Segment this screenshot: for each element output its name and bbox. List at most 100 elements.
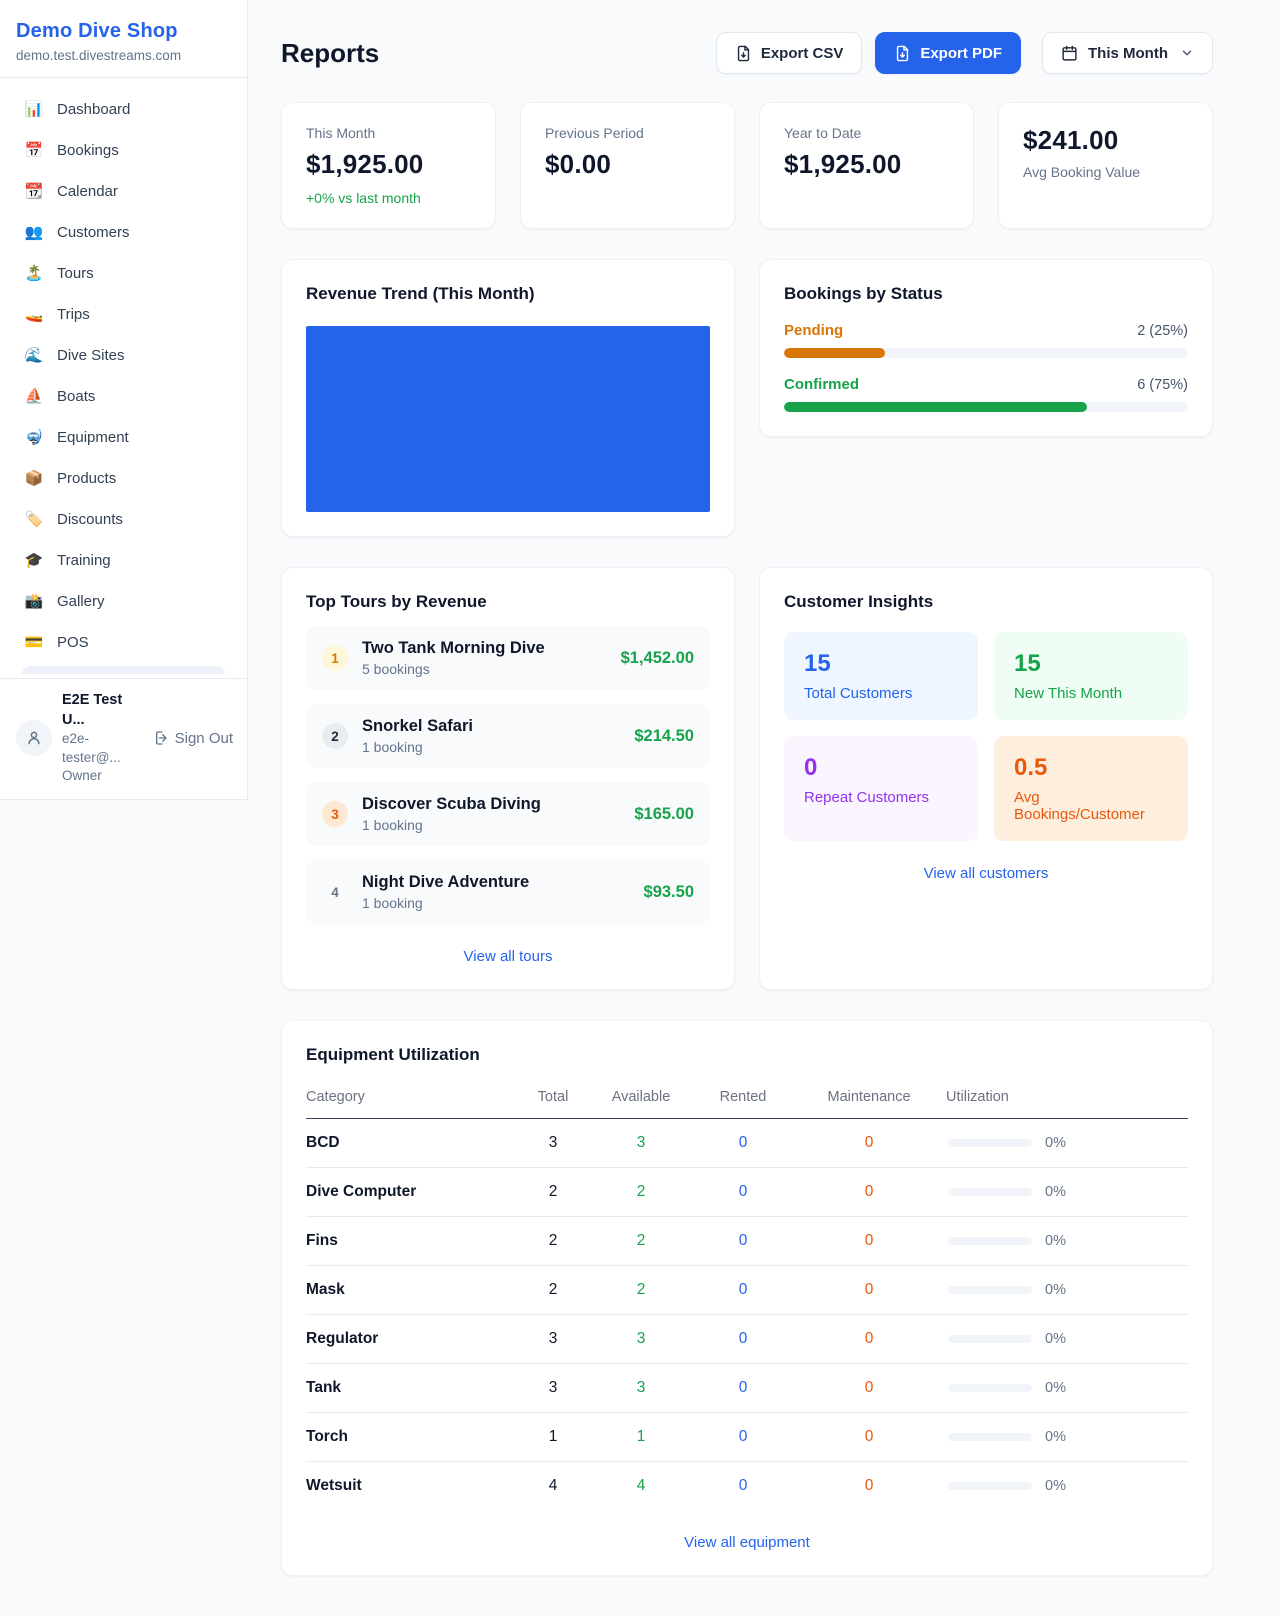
cell-rented: 0 xyxy=(738,1183,748,1200)
sidebar-item-dashboard[interactable]: 📊 Dashboard xyxy=(12,92,235,126)
utilization-percent: 0% xyxy=(1045,1429,1066,1445)
export-csv-button[interactable]: Export CSV xyxy=(715,32,863,74)
tile-repeat-customers: 0 Repeat Customers xyxy=(784,736,978,841)
sidebar-item-calendar[interactable]: 📆 Calendar xyxy=(12,174,235,208)
sidebar-item-label: Gallery xyxy=(57,592,105,610)
sidebar-item-customers[interactable]: 👥 Customers xyxy=(12,215,235,249)
tile-avg-bookings-customer: 0.5 Avg Bookings/Customer xyxy=(994,736,1188,841)
tile-new-this-month: 15 New This Month xyxy=(994,632,1188,720)
sidebar-item-dive-sites[interactable]: 🌊 Dive Sites xyxy=(12,338,235,372)
sidebar-active-item-partial[interactable] xyxy=(22,666,225,674)
export-pdf-label: Export PDF xyxy=(920,44,1003,62)
user-email: e2e-tester@... xyxy=(62,731,121,765)
cell-rented: 0 xyxy=(738,1477,748,1494)
boats-icon: ⛵ xyxy=(24,388,44,405)
sidebar-item-training[interactable]: 🎓 Training xyxy=(12,543,235,577)
page-header: Reports Export CSV xyxy=(281,32,1213,74)
tour-row: 2 Snorkel Safari 1 booking $214.50 xyxy=(306,704,710,768)
utilization-percent: 0% xyxy=(1045,1135,1066,1151)
utilization-bar xyxy=(948,1482,1032,1490)
equipment-table-header: Category Total Available Rented Maintena… xyxy=(306,1089,1188,1119)
file-download-icon xyxy=(897,45,909,61)
utilization-bar xyxy=(948,1188,1032,1196)
cell-utilization: 0% xyxy=(946,1184,1188,1200)
cell-category: Torch xyxy=(306,1428,348,1445)
stat-value: $1,925.00 xyxy=(306,149,424,179)
view-all-equipment-link[interactable]: View all equipment xyxy=(684,1534,810,1551)
tour-name: Discover Scuba Diving xyxy=(362,795,541,813)
utilization-percent: 0% xyxy=(1045,1282,1066,1298)
cell-category: Wetsuit xyxy=(306,1477,362,1494)
tours-icon: 🏝️ xyxy=(24,265,44,282)
sidebar-item-discounts[interactable]: 🏷️ Discounts xyxy=(12,502,235,536)
table-row: Torch 1 1 0 0 0% xyxy=(306,1413,1188,1462)
gallery-icon: 📸 xyxy=(24,593,44,610)
sidebar-item-tours[interactable]: 🏝️ Tours xyxy=(12,256,235,290)
sidebar-item-label: Equipment xyxy=(57,428,129,446)
bookings-by-status-title: Bookings by Status xyxy=(784,284,943,303)
cell-utilization: 0% xyxy=(946,1478,1188,1494)
bookings-icon: 📅 xyxy=(24,142,44,159)
view-all-customers-link[interactable]: View all customers xyxy=(923,865,1049,882)
cell-rented: 0 xyxy=(738,1281,748,1298)
cell-available: 3 xyxy=(636,1379,646,1396)
sidebar-item-label: Boats xyxy=(57,387,96,405)
cell-total: 2 xyxy=(548,1281,558,1298)
cell-utilization: 0% xyxy=(946,1282,1188,1298)
stat-card-avg-booking-value: $241.00 Avg Booking Value xyxy=(998,102,1213,229)
user-name: E2E Test U... xyxy=(62,692,123,728)
tile-total-customers: 15 Total Customers xyxy=(784,632,978,720)
col-maintenance: Maintenance xyxy=(827,1089,911,1105)
revenue-trend-card: Revenue Trend (This Month) xyxy=(281,259,735,537)
status-label-pending: Pending xyxy=(784,322,844,339)
col-category: Category xyxy=(306,1089,365,1105)
shop-name: Demo Dive Shop xyxy=(16,20,178,42)
sidebar-item-label: POS xyxy=(57,633,89,651)
period-dropdown[interactable]: This Month xyxy=(1042,32,1213,74)
sign-out-button[interactable]: Sign Out xyxy=(152,730,233,747)
table-row: Wetsuit 4 4 0 0 0% xyxy=(306,1462,1188,1510)
sidebar-item-equipment[interactable]: 🤿 Equipment xyxy=(12,420,235,454)
cell-maintenance: 0 xyxy=(864,1428,874,1445)
cell-available: 2 xyxy=(636,1281,646,1298)
page-title: Reports xyxy=(281,37,380,68)
tour-bookings: 1 booking xyxy=(362,739,423,755)
shop-domain: demo.test.divestreams.com xyxy=(16,48,182,63)
tile-label: New This Month xyxy=(1014,685,1123,702)
view-all-tours-link[interactable]: View all tours xyxy=(463,948,553,965)
tour-row: 4 Night Dive Adventure 1 booking $93.50 xyxy=(306,860,710,924)
sidebar-item-trips[interactable]: 🚤 Trips xyxy=(12,297,235,331)
cell-category: BCD xyxy=(306,1134,340,1151)
col-total: Total xyxy=(537,1089,569,1105)
utilization-bar xyxy=(948,1433,1032,1441)
export-pdf-button[interactable]: Export PDF xyxy=(875,32,1022,74)
sidebar-item-bookings[interactable]: 📅 Bookings xyxy=(12,133,235,167)
logout-icon xyxy=(155,731,167,745)
dashboard-icon: 📊 xyxy=(24,101,44,118)
cell-maintenance: 0 xyxy=(864,1183,874,1200)
equipment-icon: 🤿 xyxy=(24,429,44,446)
insights-row: Top Tours by Revenue 1 Two Tank Morning … xyxy=(281,567,1213,990)
sidebar-item-pos[interactable]: 💳 POS xyxy=(12,625,235,659)
utilization-percent: 0% xyxy=(1045,1331,1066,1347)
status-bar-fill-confirmed xyxy=(784,402,1087,412)
sidebar-item-boats[interactable]: ⛵ Boats xyxy=(12,379,235,413)
discounts-icon: 🏷️ xyxy=(24,511,44,528)
stat-delta: +0% vs last month xyxy=(306,190,421,206)
cell-total: 3 xyxy=(548,1134,558,1151)
cell-category: Fins xyxy=(306,1232,338,1249)
tour-amount: $1,452.00 xyxy=(620,648,694,667)
cell-rented: 0 xyxy=(738,1330,748,1347)
cell-category: Dive Computer xyxy=(306,1183,417,1200)
sidebar-item-gallery[interactable]: 📸 Gallery xyxy=(12,584,235,618)
utilization-percent: 0% xyxy=(1045,1478,1066,1494)
sidebar-item-products[interactable]: 📦 Products xyxy=(12,461,235,495)
training-icon: 🎓 xyxy=(24,552,44,569)
status-bar-fill-pending xyxy=(784,348,885,358)
utilization-bar xyxy=(948,1139,1032,1147)
sidebar-item-label: Dashboard xyxy=(57,100,131,118)
export-csv-label: Export CSV xyxy=(760,44,844,62)
cell-utilization: 0% xyxy=(946,1135,1188,1151)
cell-available: 3 xyxy=(636,1134,646,1151)
cell-maintenance: 0 xyxy=(864,1379,874,1396)
